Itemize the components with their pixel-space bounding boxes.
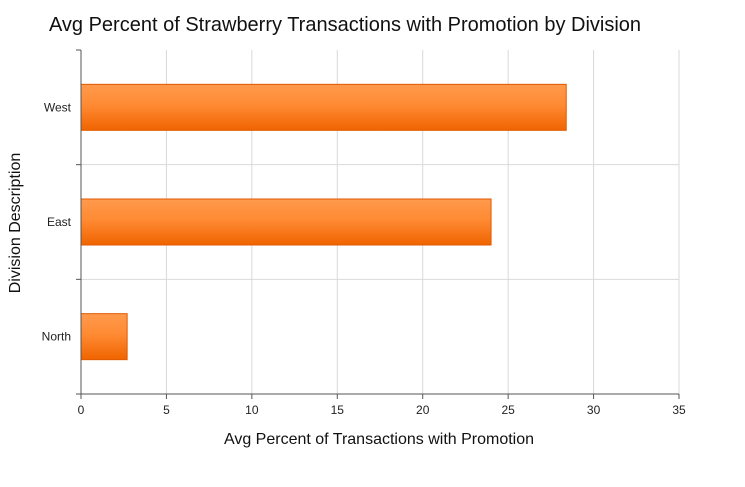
- x-tick-label: 35: [672, 403, 686, 417]
- chart-title: Avg Percent of Strawberry Transactions w…: [48, 14, 642, 36]
- y-tick-label: East: [47, 215, 72, 229]
- x-tick-label: 25: [501, 403, 515, 417]
- bar-west: [80, 83, 567, 131]
- x-tick-label: 10: [245, 403, 259, 417]
- bar-east: [80, 198, 492, 246]
- x-tick-label: 0: [78, 403, 85, 417]
- bar-north: [80, 313, 128, 361]
- x-axis-title: Avg Percent of Transactions with Promoti…: [224, 431, 534, 448]
- x-tick-label: 5: [163, 403, 170, 417]
- y-axis-title: Division Description: [7, 153, 24, 294]
- y-tick-label: West: [44, 100, 72, 114]
- x-tick-label: 15: [331, 403, 345, 417]
- y-tick-label: North: [42, 330, 71, 344]
- bars: [80, 83, 567, 361]
- x-tick-label: 30: [587, 403, 601, 417]
- x-tick-label: 20: [416, 403, 430, 417]
- axes: [76, 49, 680, 399]
- tick-labels: 0 5 10 15 20 25 30 35 West East North: [42, 100, 686, 417]
